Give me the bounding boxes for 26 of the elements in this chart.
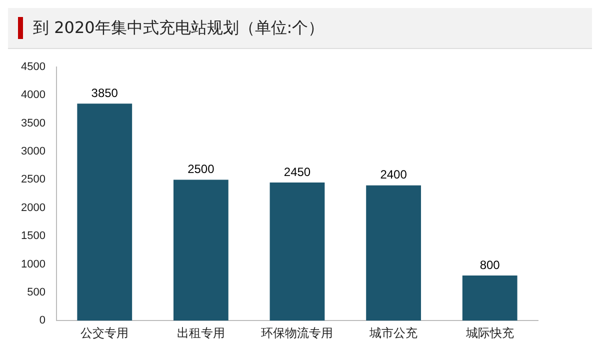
data-label: 2400 [380, 168, 408, 182]
x-tick-label: 环保物流专用 [261, 326, 334, 340]
data-label: 800 [480, 258, 500, 272]
y-tick-label: 3000 [20, 146, 46, 158]
bar [77, 104, 132, 321]
y-tick-label: 1000 [20, 258, 46, 270]
chart-title: 到 2020年集中式充电站规划（单位:个） [33, 18, 324, 38]
x-tick-label: 出租专用 [176, 326, 225, 340]
y-tick-label: 2000 [20, 202, 46, 214]
bar [366, 185, 421, 321]
data-label: 3850 [91, 86, 118, 100]
data-label: 2450 [284, 164, 311, 179]
y-tick-label: 4500 [20, 61, 46, 74]
y-tick-label: 3500 [20, 117, 46, 130]
y-tick-label: 0 [39, 314, 46, 327]
x-tick-label: 城市公充 [368, 326, 418, 340]
bar [270, 182, 325, 321]
y-tick-label: 1500 [20, 230, 46, 242]
bar [462, 276, 518, 321]
x-tick-label: 城际快充 [464, 326, 514, 340]
y-tick-label: 2500 [20, 174, 46, 186]
data-label: 2500 [188, 162, 215, 176]
y-tick-label: 4000 [20, 89, 46, 102]
x-tick-label: 公交专用 [80, 326, 129, 340]
y-tick-label: 500 [27, 286, 46, 298]
bar [173, 180, 228, 321]
